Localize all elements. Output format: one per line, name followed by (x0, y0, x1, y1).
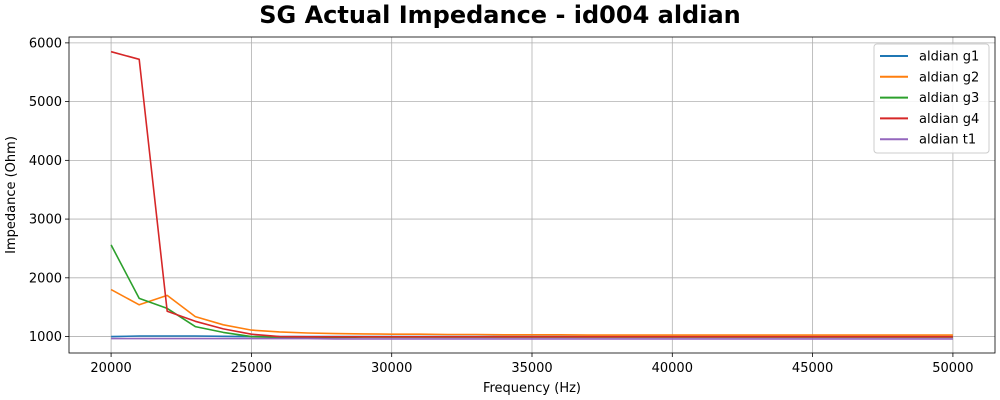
legend-entry: aldian g3 (919, 91, 979, 106)
series-lines (110, 50, 953, 340)
x-tick-label: 25000 (231, 361, 272, 376)
y-axis-label: Impedance (Ohm) (4, 136, 19, 254)
x-tick-label: 40000 (652, 361, 693, 376)
y-tick-label: 1000 (29, 330, 62, 345)
series-line-aldian-g4 (110, 50, 953, 338)
legend: aldian g1 aldian g2 aldian g3 aldian g4 aldi… (873, 43, 990, 154)
grid (69, 37, 995, 353)
tick-labels: 20000 25000 30000 35000 40000 45000 50000 1000 2… (29, 36, 974, 376)
x-tick-label: 35000 (511, 361, 552, 376)
x-tick-label: 45000 (792, 361, 833, 376)
legend-entry: aldian g4 (919, 112, 979, 127)
x-tick-label: 50000 (932, 361, 973, 376)
legend-entry: aldian g2 (919, 70, 979, 85)
x-tick-label: 20000 (90, 361, 131, 376)
y-tick-label: 2000 (29, 271, 62, 286)
x-axis-label: Frequency (Hz) (483, 381, 581, 396)
legend-box (873, 43, 990, 154)
series-line-aldian-g2 (110, 288, 953, 336)
legend-entry: aldian t1 (919, 133, 976, 148)
y-tick-label: 6000 (29, 36, 62, 51)
chart-title: SG Actual Impedance - id004 aldian (259, 1, 740, 29)
y-tick-label: 5000 (29, 95, 62, 110)
y-tick-label: 3000 (29, 213, 62, 228)
y-tick-label: 4000 (29, 154, 62, 169)
legend-entry: aldian g1 (919, 50, 979, 65)
x-tick-label: 30000 (371, 361, 412, 376)
